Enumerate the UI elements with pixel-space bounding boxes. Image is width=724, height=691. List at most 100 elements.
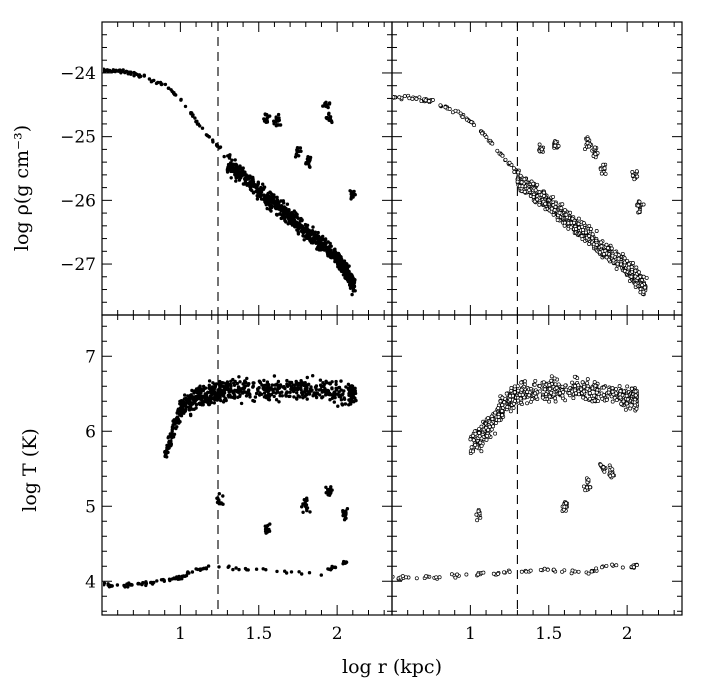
data-point-intermediate [265,526,269,530]
data-point-main-decline [563,208,567,213]
data-point-main-decline [347,264,351,268]
data-point-main-decline [308,233,312,237]
data-point-hot-phase [567,391,572,396]
data-point-hot-phase [273,387,277,391]
data-point-hot-phase [235,381,239,386]
data-point-hot-phase [231,390,235,395]
data-point-main-decline [560,202,565,207]
data-point-core-plateau [137,73,142,77]
data-point-hot-phase [270,383,274,387]
data-point-cold-phase [264,568,268,572]
data-point-hot-phase [502,400,507,405]
data-point-main-decline [255,183,260,187]
data-point-hot-phase [301,390,306,394]
data-point-hot-phase [606,390,611,395]
data-point-hot-phase [335,392,339,396]
data-point-intermediate [601,465,606,470]
data-point-main-decline [305,230,309,235]
data-point-cold-phase [206,564,211,568]
data-point-hot-phase [338,395,343,399]
data-point-cold-phase [198,567,202,571]
data-point-hot-phase [267,388,271,393]
data-point-hot-phase [203,395,208,400]
data-point-cold-phase [393,574,395,579]
data-point-core-plateau [427,99,431,104]
data-point-hot-phase [610,399,615,404]
y-tick-label: −25 [60,128,96,148]
data-point-main-decline [629,274,634,279]
data-point-hot-phase [194,395,198,399]
data-point-intermediate [303,503,307,507]
data-point-cold-phase [594,566,599,571]
data-point-cold-phase [129,582,133,587]
data-point-clumps [274,124,278,128]
data-point-hot-phase [497,418,502,423]
data-point-cold-phase [289,570,294,574]
data-point-main-decline [329,248,333,252]
data-point-hot-phase [236,395,240,399]
data-point-cold-phase [243,566,248,571]
data-point-hot-phase [576,383,581,388]
data-point-hot-phase [169,439,173,443]
data-point-main-decline [296,216,300,220]
data-point-intermediate [564,501,568,506]
data-point-intermediate [345,507,350,511]
data-point-hot-phase [212,382,217,386]
data-point-hot-phase [179,414,184,418]
data-point-inner-profile [503,157,508,162]
data-point-clumps [636,203,641,208]
data-point-main-decline [275,213,279,217]
data-point-inner-profile [200,126,205,130]
data-point-inner-profile [211,138,215,142]
data-point-intermediate [221,502,225,506]
data-point-main-decline [581,221,586,226]
data-point-hot-phase [587,391,592,396]
data-point-main-decline [262,185,267,189]
data-point-clumps [553,140,558,145]
data-point-hot-phase [183,393,187,397]
data-point-hot-phase [178,420,182,424]
data-point-hot-phase [212,401,216,405]
data-point-intermediate [581,484,586,489]
data-point-intermediate [324,485,328,489]
data-point-hot-phase [278,394,282,398]
data-point-main-decline [265,206,269,211]
data-point-intermediate [598,462,603,467]
data-point-main-decline [576,216,581,221]
data-point-hot-phase [184,404,188,409]
data-point-hot-phase [286,384,290,388]
data-point-cold-phase [190,570,195,574]
data-point-main-decline [227,156,232,160]
data-point-main-decline [286,222,290,226]
data-point-hot-phase [614,398,619,403]
data-point-inner-profile [438,103,443,108]
data-point-hot-phase [168,434,173,438]
data-point-clumps [349,195,354,199]
data-point-hot-phase [587,396,592,401]
data-point-main-decline [580,227,585,232]
data-point-clumps [353,193,357,197]
data-point-clumps [583,147,587,152]
data-point-inner-profile [443,105,448,110]
data-point-hot-phase [515,384,520,389]
data-point-hot-phase [301,396,305,400]
data-point-hot-phase [324,393,328,397]
data-point-main-decline [335,252,340,256]
data-point-clumps [585,137,590,141]
data-point-hot-phase [325,381,329,385]
data-point-cold-phase [122,583,126,588]
data-point-hot-phase [549,378,554,383]
data-point-inner-profile [453,108,458,113]
data-point-clumps [593,145,597,150]
data-point-hot-phase [353,391,358,396]
data-point-hot-phase [508,397,512,402]
data-point-main-decline [620,251,625,256]
data-point-main-decline [270,204,274,209]
data-point-clumps [328,115,333,119]
data-point-main-decline [273,202,277,206]
data-point-hot-phase [560,384,565,389]
data-point-clumps [274,115,278,119]
data-point-main-decline [599,240,604,245]
data-point-intermediate [474,512,479,517]
data-point-cold-phase [176,577,180,581]
